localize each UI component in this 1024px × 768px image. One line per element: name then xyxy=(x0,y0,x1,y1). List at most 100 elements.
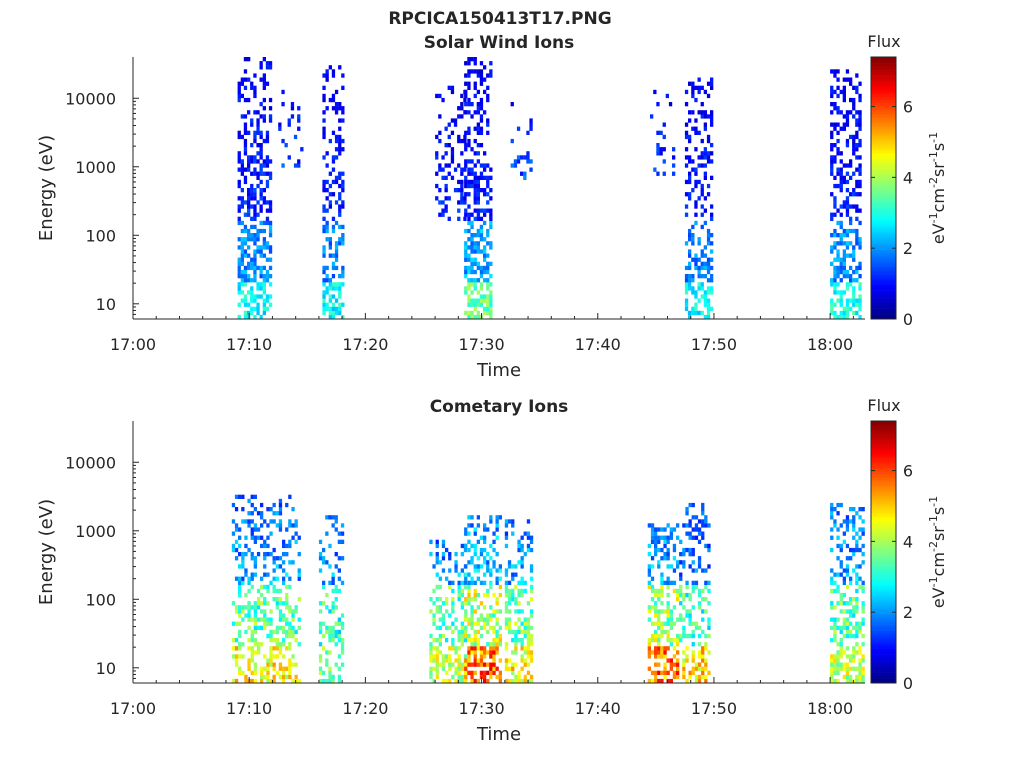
flux-cell xyxy=(486,253,490,258)
flux-cell xyxy=(845,568,850,573)
flux-cell xyxy=(262,278,266,283)
flux-cell xyxy=(253,494,257,499)
flux-cell xyxy=(467,662,471,667)
flux-cell xyxy=(663,539,667,544)
flux-cell xyxy=(476,183,480,189)
flux-cell xyxy=(237,81,241,86)
colorbar-segment xyxy=(871,549,896,553)
flux-cell xyxy=(454,650,458,655)
flux-cell xyxy=(842,674,846,680)
flux-cell xyxy=(489,314,493,320)
flux-cell xyxy=(325,629,329,635)
x-tick-label: 17:10 xyxy=(226,699,272,718)
flux-cell xyxy=(701,650,705,655)
flux-cell xyxy=(331,192,336,197)
flux-cell xyxy=(476,192,480,197)
flux-cell xyxy=(322,245,326,250)
flux-cell xyxy=(467,515,471,520)
flux-cell xyxy=(272,674,276,680)
flux-cell xyxy=(253,601,257,606)
flux-cell xyxy=(467,85,471,90)
flux-cell xyxy=(489,654,493,659)
colorbar-segment xyxy=(871,205,896,208)
flux-cell xyxy=(464,527,468,532)
flux-cell xyxy=(701,588,705,594)
flux-cell xyxy=(830,93,834,99)
flux-cell xyxy=(331,609,335,614)
flux-cell xyxy=(444,208,448,213)
flux-cell xyxy=(234,605,239,610)
flux-cell xyxy=(284,143,288,148)
flux-cell xyxy=(432,588,436,594)
flux-cell xyxy=(253,138,257,144)
flux-cell xyxy=(858,192,862,197)
flux-cell xyxy=(247,200,251,205)
colorbar-segment xyxy=(871,510,896,513)
flux-cell xyxy=(694,171,698,176)
flux-cell xyxy=(855,265,859,271)
flux-cell xyxy=(467,192,471,197)
flux-cell xyxy=(849,175,853,180)
flux-cell xyxy=(486,560,490,565)
flux-cell xyxy=(470,515,474,520)
flux-cell xyxy=(676,617,680,622)
flux-cell xyxy=(697,310,701,316)
flux-cell xyxy=(483,151,487,156)
flux-cell xyxy=(447,163,451,168)
colorbar-segment xyxy=(871,288,896,291)
colorbar-segment xyxy=(871,109,896,112)
flux-cell xyxy=(476,73,480,78)
flux-cell xyxy=(473,257,477,262)
flux-cell xyxy=(253,233,257,238)
colorbar-segment xyxy=(871,120,896,123)
flux-cell xyxy=(238,588,242,594)
flux-cell xyxy=(338,192,342,197)
flux-cell xyxy=(672,155,676,160)
flux-cell xyxy=(849,633,853,639)
flux-cell xyxy=(262,241,266,246)
flux-cell xyxy=(861,674,865,680)
flux-cell xyxy=(318,609,323,614)
flux-cell xyxy=(697,678,702,684)
flux-cell xyxy=(498,576,502,581)
flux-cell xyxy=(282,617,286,622)
colorbar-segment xyxy=(871,312,896,315)
flux-cell xyxy=(700,138,704,144)
flux-cell xyxy=(836,535,840,540)
colorbar-segment xyxy=(871,436,896,439)
flux-cell xyxy=(703,126,707,131)
flux-cell xyxy=(839,159,843,164)
flux-cell xyxy=(842,306,846,311)
flux-cell xyxy=(272,654,276,659)
flux-cell xyxy=(647,646,651,651)
flux-cell xyxy=(514,597,518,602)
flux-cell xyxy=(322,678,326,684)
flux-cell xyxy=(467,171,471,176)
flux-cell xyxy=(694,212,698,217)
flux-cell xyxy=(247,310,251,316)
flux-cell xyxy=(457,106,461,111)
flux-cell xyxy=(460,580,464,585)
flux-cell xyxy=(470,597,474,602)
flux-cell xyxy=(523,621,527,626)
flux-cell xyxy=(830,89,834,95)
flux-cell xyxy=(334,662,338,667)
flux-cell xyxy=(662,159,666,164)
flux-cell xyxy=(514,633,518,639)
flux-cell xyxy=(706,306,711,311)
flux-cell xyxy=(710,175,714,180)
flux-cell xyxy=(253,306,257,311)
flux-cell xyxy=(259,179,263,185)
flux-cell xyxy=(473,568,477,573)
flux-cell xyxy=(470,642,474,647)
flux-cell xyxy=(495,527,499,532)
flux-cell xyxy=(470,102,474,107)
flux-cell xyxy=(467,580,471,585)
flux-cell xyxy=(334,257,339,262)
flux-cell xyxy=(707,601,711,606)
flux-cell xyxy=(504,535,509,540)
flux-cell xyxy=(682,658,686,663)
flux-cell xyxy=(328,310,332,316)
flux-cell xyxy=(470,674,474,680)
flux-cell xyxy=(464,110,468,115)
